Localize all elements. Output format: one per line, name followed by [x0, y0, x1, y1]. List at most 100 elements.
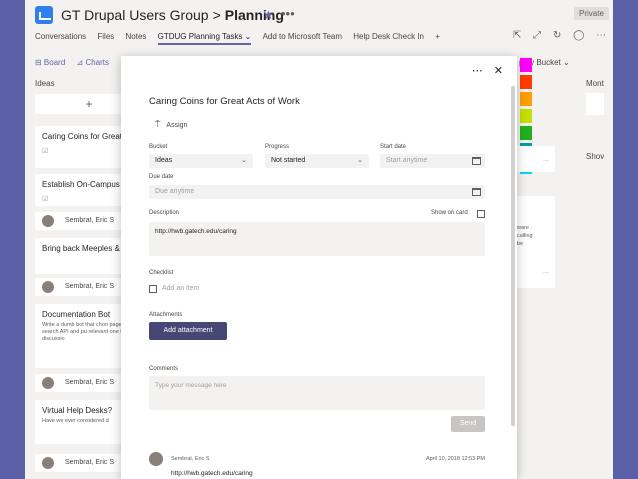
team-name[interactable]: GT Drupal Users Group [61, 7, 209, 23]
due-date-placeholder: Due anytime [155, 188, 195, 195]
group-by-dropdown[interactable]: p by Bucket ⌄ [519, 58, 570, 67]
close-icon[interactable]: ✕ [493, 65, 503, 77]
comment-placeholder: Type your message here [155, 382, 227, 389]
board-toolbar: ⊟ Board ⊿ Charts [35, 58, 118, 67]
popout-icon[interactable]: ⇱ [513, 30, 522, 41]
task-title[interactable]: Caring Coins for Great Acts of Work [149, 96, 300, 107]
dialog-scrollbar[interactable] [511, 86, 515, 426]
checklist-checkbox[interactable] [149, 285, 157, 293]
label-swatch[interactable] [520, 92, 532, 106]
assignee-name: Sembrat, Eric S [65, 283, 115, 290]
label-swatch[interactable] [520, 126, 532, 140]
card-description: Write a dumb bot that choo pages via sea… [42, 322, 134, 342]
comments-label: Comments [149, 366, 179, 372]
assign-button[interactable]: ⍑ Assign [155, 119, 187, 130]
checklist-icon: ☑ [42, 148, 49, 155]
channel-name[interactable]: Planning [224, 7, 284, 23]
more-options-icon[interactable]: ••• [281, 6, 295, 21]
progress-label: Progress [265, 144, 290, 150]
checklist-add-item-input[interactable]: Add an item [162, 285, 200, 292]
description-label: Description [149, 210, 180, 216]
tab-more-icon[interactable]: ⋯ [596, 30, 607, 41]
card-more-icon[interactable]: ... [543, 268, 549, 275]
column-show-label: Shov [586, 152, 605, 161]
task-details-dialog: ⋯ ✕ Caring Coins for Great Acts of Work … [121, 56, 517, 479]
add-task-button[interactable]: + [35, 94, 143, 114]
chevron-down-icon: ⌄ [241, 157, 247, 164]
bucket-select[interactable]: Ideas ⌄ [149, 154, 253, 168]
chevron-down-icon: ⌄ [357, 157, 363, 164]
privacy-badge: Private [574, 7, 609, 20]
attachments-label: Attachments [149, 312, 183, 318]
board-view-button[interactable]: ⊟ Board [35, 58, 66, 67]
assignee-name: Sembrat, Eric S [65, 217, 115, 224]
card-title: Establish On-Campus fo [42, 180, 129, 189]
card-description: ware · calling be [517, 225, 533, 247]
description-textarea[interactable]: http://hwb.gatech.edu/caring [149, 222, 485, 256]
card-assignee: Sembrat, Eric S [35, 278, 143, 296]
task-card[interactable]: ware · calling be ... [511, 196, 555, 288]
calendar-icon[interactable] [472, 188, 481, 196]
column-title-month: Mont [586, 79, 604, 88]
calendar-icon[interactable] [472, 157, 481, 165]
task-card[interactable]: ... [511, 146, 555, 172]
favorite-star-icon[interactable]: ★ [263, 8, 274, 22]
checklist-label: Checklist [149, 270, 174, 276]
tab-planning-tasks[interactable]: GTDUG Planning Tasks ⌄ [157, 32, 252, 45]
teams-app: GT Drupal Users Group > Planning ★ ••• Pri… [25, 0, 613, 479]
refresh-icon[interactable]: ↻ [552, 30, 562, 41]
card-assignee: Sembrat, Eric S [35, 454, 143, 472]
expand-icon[interactable]: ⤢ [533, 30, 542, 41]
comment-text: http://hwb.gatech.edu/caring [171, 470, 253, 477]
add-task-button[interactable] [586, 93, 604, 115]
dialog-tools: ⋯ ✕ [464, 64, 503, 77]
web-icon[interactable]: ◯ [573, 30, 585, 41]
card-more-icon[interactable]: ... [543, 156, 549, 163]
card-title: Bring back Meeples & K [42, 244, 128, 253]
tab-help-desk-check-in[interactable]: Help Desk Check In [353, 32, 424, 41]
avatar [42, 377, 54, 389]
tab-actions: ⇱ ⤢ ↻ ◯ ⋯ [513, 30, 613, 41]
team-logo-icon[interactable] [35, 6, 53, 24]
card-title: Virtual Help Desks? [42, 406, 113, 415]
show-on-card-label: Show on card [431, 210, 468, 216]
column-title-ideas: Ideas [35, 79, 55, 88]
charts-view-button[interactable]: ⊿ Charts [76, 58, 110, 67]
assign-label: Assign [166, 122, 188, 129]
card-assignee: Sembrat, Eric S [35, 212, 143, 230]
label-swatch[interactable] [520, 58, 532, 72]
start-date-label: Start date [380, 144, 407, 150]
comment-timestamp: April 10, 2018 12:53 PM [425, 456, 485, 462]
assignee-name: Sembrat, Eric S [65, 379, 115, 386]
dialog-more-icon[interactable]: ⋯ [471, 65, 483, 77]
progress-select[interactable]: Not started ⌄ [265, 154, 369, 168]
label-swatch[interactable] [520, 109, 532, 123]
add-attachment-button[interactable]: Add attachment [149, 322, 227, 340]
channel-tabs: Conversations Files Notes GTDUG Planning… [35, 32, 449, 48]
checklist-icon: ☑ [42, 196, 49, 203]
comment-author: Sembrat, Eric S [171, 456, 210, 462]
tab-add-to-microsoft-team[interactable]: Add to Microsoft Team [262, 32, 343, 41]
tab-files[interactable]: Files [97, 32, 115, 41]
send-button[interactable]: Send [451, 416, 485, 432]
card-description: Have we ever considered d [42, 418, 109, 424]
due-date-input[interactable]: Due anytime [149, 185, 485, 199]
show-on-card-checkbox[interactable] [477, 210, 485, 218]
card-assignee: Sembrat, Eric S [35, 374, 143, 392]
progress-value: Not started [271, 157, 306, 164]
channel-header: GT Drupal Users Group > Planning ★ ••• Pri… [25, 0, 613, 56]
tab-conversations[interactable]: Conversations [35, 32, 87, 41]
tab-notes[interactable]: Notes [125, 32, 147, 41]
avatar [42, 457, 54, 469]
avatar [149, 452, 163, 466]
bucket-value: Ideas [155, 157, 173, 164]
start-date-input[interactable]: Start anytime [380, 154, 485, 168]
due-date-label: Due date [149, 174, 174, 180]
comment-input[interactable]: Type your message here [149, 376, 485, 410]
avatar [42, 281, 54, 293]
add-tab-button[interactable]: + [435, 32, 440, 41]
label-swatch[interactable] [520, 75, 532, 89]
assignee-name: Sembrat, Eric S [65, 459, 115, 466]
description-text: http://hwb.gatech.edu/caring [155, 228, 237, 235]
breadcrumb: GT Drupal Users Group > Planning [61, 7, 284, 23]
